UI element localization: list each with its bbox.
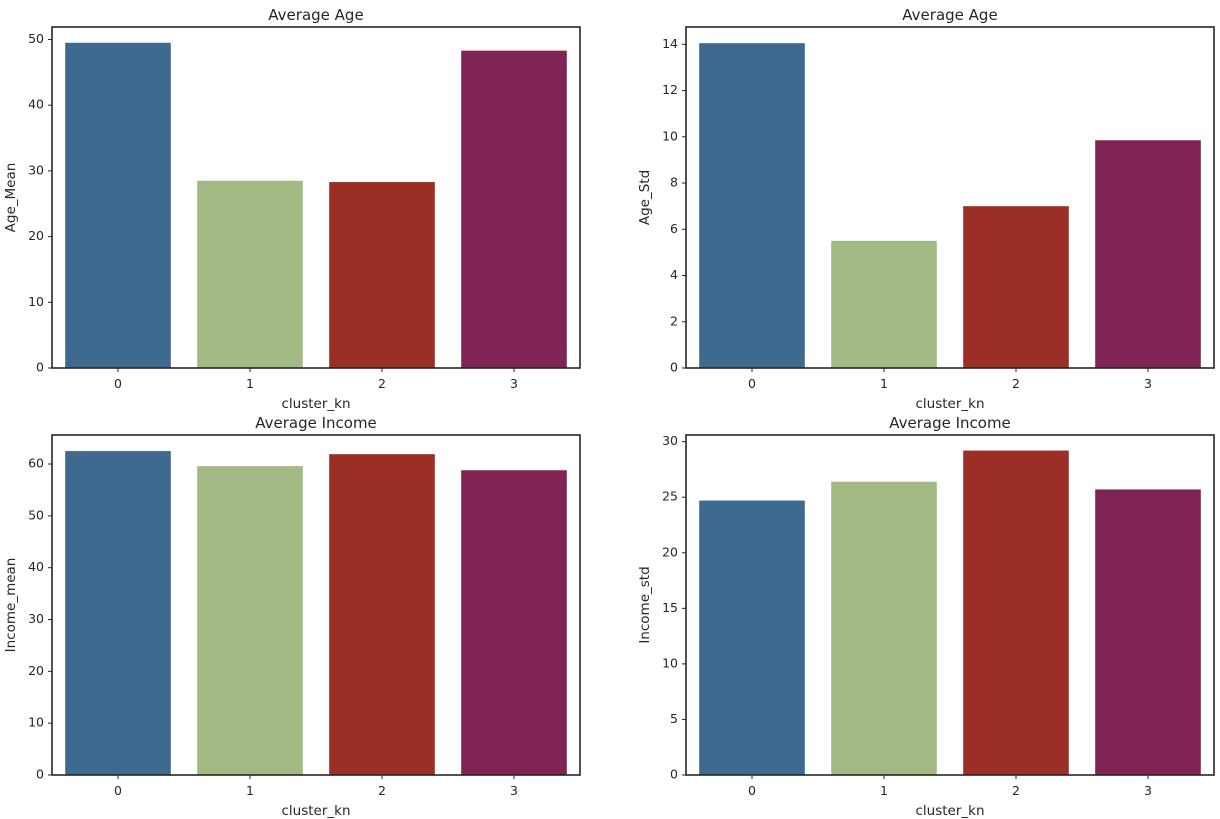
x-axis-label: cluster_kn — [915, 803, 984, 819]
x-tick-label: 1 — [880, 783, 888, 798]
x-axis-label: cluster_kn — [281, 803, 350, 819]
x-tick-label: 2 — [378, 376, 386, 391]
x-axis-label: cluster_kn — [915, 396, 984, 412]
x-tick-label: 3 — [1144, 783, 1152, 798]
x-tick-label: 2 — [1012, 376, 1020, 391]
y-tick-label: 30 — [662, 433, 678, 448]
y-tick-label: 4 — [670, 267, 678, 282]
y-tick-label: 20 — [28, 663, 44, 678]
x-tick-label: 0 — [114, 376, 122, 391]
y-axis-label: Income_mean — [3, 558, 19, 653]
y-axis-label: Age_Std — [637, 170, 653, 225]
plot-frame — [51, 26, 581, 369]
x-tick-label: 0 — [748, 783, 756, 798]
x-tick-label: 3 — [510, 376, 518, 391]
x-tick-label: 0 — [748, 376, 756, 391]
y-tick-label: 20 — [28, 228, 44, 243]
y-tick-label: 0 — [36, 360, 44, 375]
y-axis-label: Age_Mean — [3, 163, 19, 233]
y-tick-label: 0 — [670, 767, 678, 782]
bar-cluster-2 — [329, 182, 435, 368]
y-tick-label: 15 — [662, 600, 678, 615]
chart-title: Average Age — [268, 6, 363, 24]
y-tick-label: 40 — [28, 97, 44, 112]
y-tick-label: 0 — [670, 360, 678, 375]
bar-cluster-0 — [65, 451, 171, 775]
y-tick-label: 10 — [662, 128, 678, 143]
y-axis-label: Income_std — [637, 566, 653, 643]
plot-frame — [51, 434, 581, 776]
y-tick-label: 40 — [28, 559, 44, 574]
bar-cluster-2 — [963, 450, 1069, 775]
y-tick-label: 10 — [28, 715, 44, 730]
bar-cluster-3 — [461, 50, 567, 369]
plot-frame — [685, 26, 1215, 369]
y-tick-label: 0 — [36, 767, 44, 782]
y-tick-label: 12 — [662, 82, 678, 97]
x-tick-label: 3 — [1144, 376, 1152, 391]
x-axis-label: cluster_kn — [281, 396, 350, 412]
x-tick-label: 3 — [510, 783, 518, 798]
x-tick-label: 2 — [1012, 783, 1020, 798]
y-tick-label: 8 — [670, 175, 678, 190]
y-tick-label: 10 — [28, 294, 44, 309]
bar-cluster-3 — [1095, 140, 1201, 368]
x-tick-label: 2 — [378, 783, 386, 798]
bar-cluster-0 — [699, 500, 805, 775]
y-tick-label: 50 — [28, 507, 44, 522]
bar-cluster-1 — [831, 481, 937, 775]
y-tick-label: 20 — [662, 544, 678, 559]
bar-cluster-1 — [831, 240, 937, 368]
y-tick-label: 25 — [662, 489, 678, 504]
bar-cluster-2 — [963, 206, 1069, 368]
y-tick-label: 50 — [28, 31, 44, 46]
y-tick-label: 2 — [670, 313, 678, 328]
chart-title: Average Income — [889, 414, 1011, 432]
x-tick-label: 1 — [246, 783, 254, 798]
y-tick-label: 5 — [670, 711, 678, 726]
bar-cluster-1 — [197, 466, 303, 775]
chart-title: Average Age — [902, 6, 997, 24]
chart-title: Average Income — [255, 414, 377, 432]
y-tick-label: 6 — [670, 221, 678, 236]
y-tick-label: 30 — [28, 611, 44, 626]
bar-cluster-2 — [329, 454, 435, 775]
bar-cluster-1 — [197, 180, 303, 368]
y-tick-label: 10 — [662, 655, 678, 670]
y-tick-label: 30 — [28, 162, 44, 177]
subplot-0: 0 10 20 30 40 50 0 1 2 3 Average Age cluster_kn Age_… — [3, 6, 581, 412]
bar-cluster-0 — [65, 42, 171, 369]
bar-cluster-3 — [1095, 489, 1201, 775]
subplot-2: 0 10 20 30 40 50 60 0 1 2 3 Average Income cluster_k… — [3, 414, 581, 819]
x-tick-label: 1 — [246, 376, 254, 391]
subplot-3: 0 5 10 15 20 25 30 0 1 2 3 Average Income cluster_kn… — [637, 414, 1215, 819]
bar-cluster-0 — [699, 43, 805, 369]
y-tick-label: 60 — [28, 456, 44, 471]
bar-cluster-3 — [461, 470, 567, 775]
x-tick-label: 0 — [114, 783, 122, 798]
y-tick-label: 14 — [662, 36, 678, 51]
plot-frame — [685, 434, 1215, 776]
x-tick-label: 1 — [880, 376, 888, 391]
